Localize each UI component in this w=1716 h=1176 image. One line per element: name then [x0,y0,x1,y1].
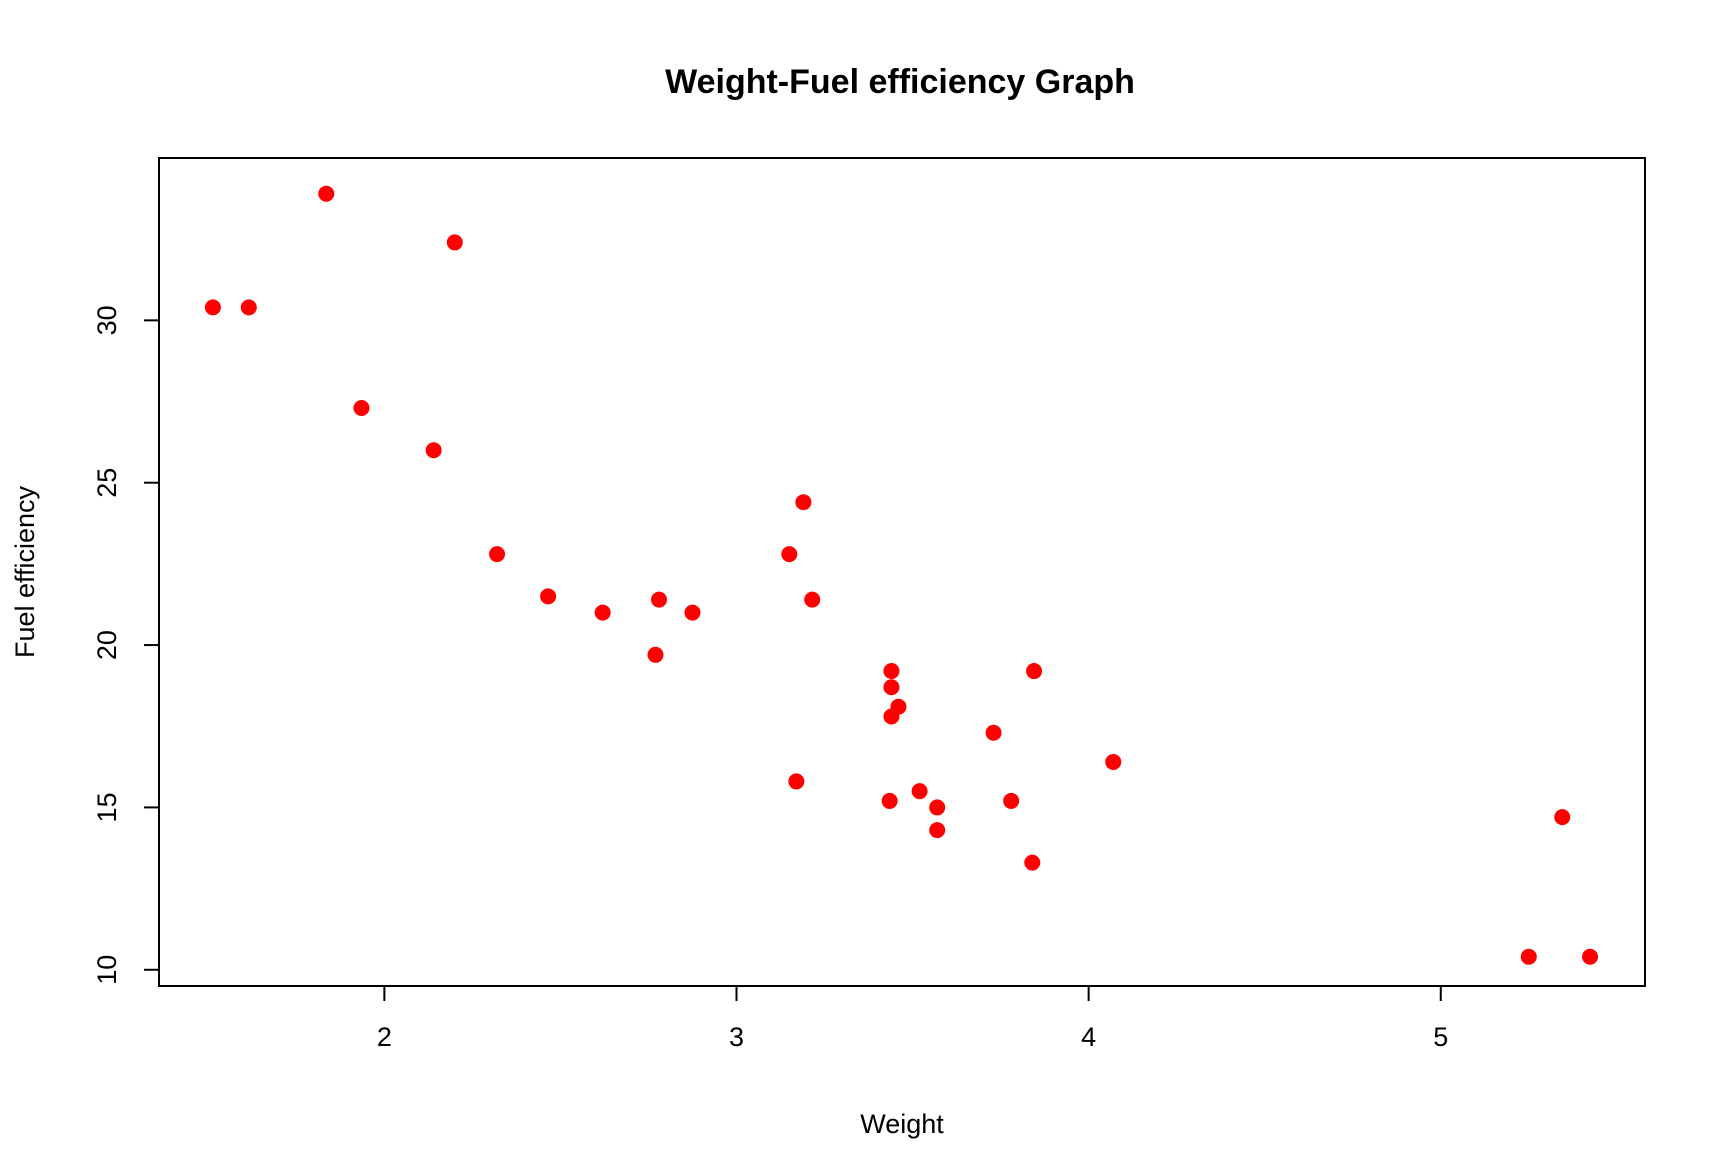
data-point [911,783,928,800]
data-point [446,234,463,251]
data-point [684,604,701,621]
data-point [651,591,668,608]
y-tick-label: 20 [92,630,122,660]
data-point [883,663,900,680]
data-point [353,400,370,417]
data-point [1105,753,1122,770]
data-point [890,698,907,715]
data-point [594,604,611,621]
data-point [929,799,946,816]
data-point [1582,948,1599,965]
x-axis-label: Weight [860,1109,944,1139]
data-point [781,546,798,563]
data-point [929,822,946,839]
data-point [1554,809,1571,826]
data-point [204,299,221,316]
data-point [540,588,557,605]
data-point [985,724,1002,741]
y-tick-label: 15 [92,792,122,822]
x-tick-label: 5 [1433,1022,1448,1052]
data-point [489,546,506,563]
data-point [881,792,898,809]
data-point [318,185,335,202]
data-point [883,679,900,696]
data-point [1026,663,1043,680]
data-point [804,591,821,608]
data-point [1024,854,1041,871]
data-points [204,185,1599,965]
y-axis: 10 15 20 25 30 [92,305,160,985]
y-axis-label: Fuel efficiency [10,485,40,658]
data-point [1520,948,1537,965]
data-point [788,773,805,790]
y-tick-label: 25 [92,468,122,498]
plot-frame [158,157,1646,987]
data-point [795,494,812,511]
x-tick-label: 4 [1081,1022,1096,1052]
data-point [1003,792,1020,809]
x-tick-label: 2 [377,1022,392,1052]
chart-title: Weight-Fuel efficiency Graph [665,63,1135,101]
data-point [425,442,442,459]
y-tick-label: 10 [92,955,122,985]
y-tick-label: 30 [92,305,122,335]
x-axis: 2 3 4 5 [377,985,1448,1052]
data-point [240,299,257,316]
data-point [647,646,664,663]
x-tick-label: 3 [729,1022,744,1052]
